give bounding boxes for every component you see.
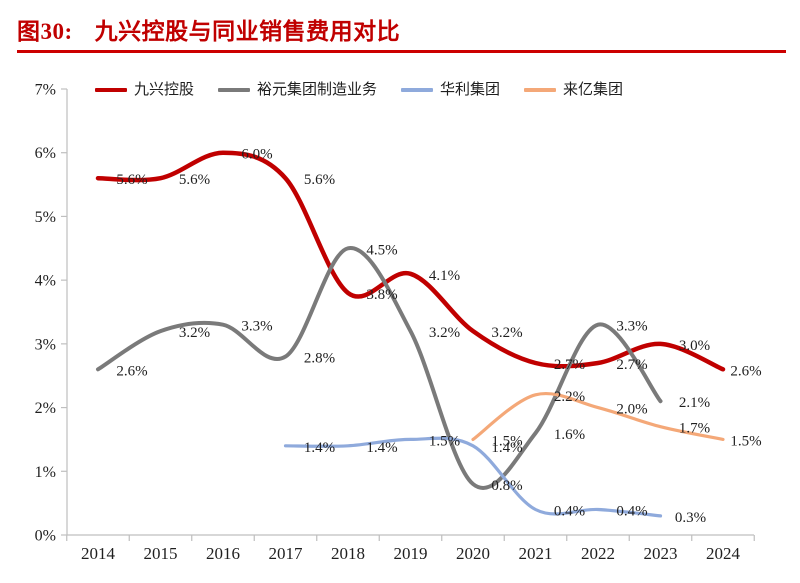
data-label-s1-p8: 3.3%	[616, 319, 647, 335]
data-label-s2-p1: 1.4%	[366, 440, 397, 456]
x-tick-label: 2020	[456, 544, 490, 563]
data-label-s2-p2: 1.5%	[429, 433, 460, 449]
series-line-2	[283, 436, 663, 518]
legend-item-label: 来亿集团	[563, 82, 624, 98]
y-tick-label: 5%	[35, 209, 56, 226]
y-tick-label: 2%	[35, 400, 56, 417]
data-label-s0-p8: 2.7%	[616, 357, 647, 373]
y-tick-label: 1%	[35, 464, 56, 481]
data-label-s3-p2: 2.0%	[616, 402, 647, 418]
data-label-s2-p6: 0.3%	[675, 510, 706, 526]
data-label-s1-p0: 2.6%	[116, 363, 147, 379]
title-rule	[17, 50, 786, 53]
legend-item-label: 九兴控股	[134, 82, 195, 98]
data-label-s1-p9: 2.1%	[679, 395, 710, 411]
data-label-s0-p7: 2.7%	[554, 357, 585, 373]
data-label-s1-p4: 4.5%	[366, 242, 397, 258]
data-label-s0-p6: 3.2%	[491, 325, 522, 341]
data-label-s2-p0: 1.4%	[304, 440, 335, 456]
x-tick-label: 2019	[394, 544, 428, 563]
series-line-3	[471, 392, 725, 442]
x-tick-label: 2018	[331, 544, 365, 563]
data-label-s1-p6: 0.8%	[491, 478, 522, 494]
y-tick-label: 4%	[35, 273, 56, 290]
data-label-s0-p4: 3.8%	[366, 287, 397, 303]
x-tick-label: 2015	[144, 544, 178, 563]
legend-line-icon	[218, 88, 251, 92]
data-label-s1-p5: 3.2%	[429, 325, 460, 341]
y-tick-label: 7%	[35, 82, 56, 99]
chart-header: 图30: 九兴控股与同业销售费用对比	[17, 12, 400, 46]
x-tick-label: 2016	[206, 544, 240, 563]
series-line-1	[96, 246, 663, 490]
y-tick-label: 0%	[35, 528, 56, 545]
data-label-s0-p1: 5.6%	[179, 172, 210, 188]
x-tick-label: 2022	[581, 544, 615, 563]
figure-label: 图30:	[17, 19, 73, 44]
legend-item-1: 裕元集团制造业务	[218, 80, 377, 100]
legend-line-icon	[524, 88, 557, 92]
data-label-s2-p5: 0.4%	[616, 504, 647, 520]
legend: 九兴控股 裕元集团制造业务 华利集团 来亿集团	[95, 80, 623, 100]
data-label-s0-p3: 5.6%	[304, 172, 335, 188]
legend-item-2: 华利集团	[401, 80, 500, 100]
data-label-s3-p3: 1.7%	[679, 421, 710, 437]
data-label-s1-p7: 1.6%	[554, 427, 585, 443]
legend-line-icon	[401, 88, 434, 92]
legend-line-icon	[95, 87, 127, 93]
data-label-s0-p2: 6.0%	[241, 147, 272, 163]
data-label-s3-p0: 1.5%	[491, 433, 522, 449]
y-tick-label: 6%	[35, 145, 56, 162]
data-label-s2-p3: 1.4%	[491, 440, 522, 456]
legend-item-3: 来亿集团	[524, 80, 623, 100]
data-label-s1-p3: 2.8%	[304, 351, 335, 367]
data-label-s3-p1: 2.2%	[554, 389, 585, 405]
data-label-s0-p5: 4.1%	[429, 268, 460, 284]
data-label-s2-p4: 0.4%	[554, 504, 585, 520]
data-label-s0-p10: 2.6%	[730, 363, 761, 379]
legend-item-label: 华利集团	[440, 82, 501, 98]
y-tick-label: 3%	[35, 336, 56, 353]
legend-item-0: 九兴控股	[95, 80, 194, 100]
page-title: 九兴控股与同业销售费用对比	[94, 19, 401, 44]
x-tick-label: 2014	[81, 544, 116, 563]
x-tick-label: 2024	[706, 544, 741, 563]
data-label-s0-p0: 5.6%	[116, 172, 147, 188]
x-tick-label: 2021	[519, 544, 553, 563]
x-tick-label: 2023	[644, 544, 678, 563]
data-label-s1-p1: 3.2%	[179, 325, 210, 341]
data-label-s0-p9: 3.0%	[679, 338, 710, 354]
data-label-s3-p4: 1.5%	[730, 433, 761, 449]
series-line-0	[95, 150, 726, 372]
data-label-s1-p2: 3.3%	[241, 319, 272, 335]
legend-item-label: 裕元集团制造业务	[257, 82, 378, 98]
x-tick-label: 2017	[269, 544, 304, 563]
